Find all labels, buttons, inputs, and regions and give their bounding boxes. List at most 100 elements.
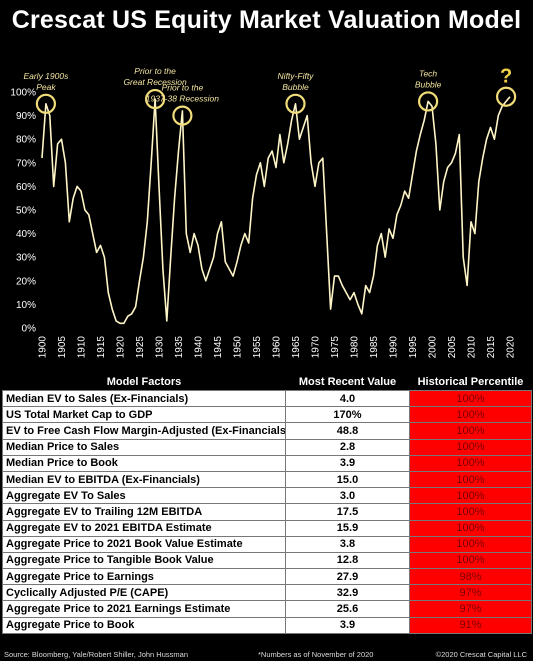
factor-cell: EV to Free Cash Flow Margin-Adjusted (Ex… (2, 422, 286, 440)
annotation-label: Bubble (282, 82, 309, 92)
x-tick-label: 2000 (428, 336, 439, 359)
percentile-cell: 91% (409, 616, 532, 634)
annotation-circle (496, 86, 517, 107)
x-tick-label: 1935 (174, 336, 185, 359)
y-tick-label: 60% (16, 182, 36, 193)
y-tick-label: 100% (10, 88, 36, 99)
header-historical-percentile: Historical Percentile (409, 374, 532, 391)
table-body: Median EV to Sales (Ex-Financials) 4.0 100… (2, 389, 532, 634)
table-row: Median EV to EBITDA (Ex-Financials) 15.0 1… (2, 470, 532, 489)
factor-cell: Aggregate EV to Trailing 12M EBITDA (2, 503, 286, 521)
x-tick-label: 1955 (252, 336, 263, 359)
percentile-cell: 100% (409, 406, 532, 424)
annotation-label: Bubble (415, 79, 442, 89)
x-axis: 1900 1905 1910 1915 1920 1925 1930 1935 1940 1945… (38, 336, 517, 359)
table-row: Median Price to Sales 2.8 100% (2, 438, 532, 456)
valuation-series-line (41, 96, 511, 325)
x-tick-label: 2020 (506, 336, 517, 359)
table-row: Aggregate Price to Book 3.9 91% (2, 616, 532, 634)
annotation-label: Peak (36, 82, 56, 92)
table-row: Median EV to Sales (Ex-Financials) 4.0 100… (2, 389, 532, 408)
model-factors-table: Model Factors Most Recent Value Historic… (2, 374, 532, 634)
factor-cell: Aggregate Price to 2021 Book Value Estim… (2, 535, 286, 553)
percentile-cell: 100% (409, 438, 532, 456)
factor-cell: Median EV to EBITDA (Ex-Financials) (2, 470, 286, 489)
x-tick-label: 1915 (96, 336, 107, 359)
percentile-cell: 100% (409, 519, 532, 537)
y-tick-label: 30% (16, 253, 36, 264)
value-cell: 15.0 (285, 470, 410, 489)
x-tick-label: 1975 (330, 336, 341, 359)
footer-copyright: ©2020 Crescat Capital LLC (435, 650, 527, 659)
value-cell: 12.8 (285, 551, 410, 570)
table-row: Median Price to Book 3.9 100% (2, 454, 532, 472)
x-tick-label: 2005 (447, 336, 458, 359)
percentile-cell: 100% (409, 470, 532, 489)
value-cell: 3.9 (285, 454, 410, 472)
annotation-circle (35, 93, 57, 114)
value-cell: 48.8 (285, 422, 410, 440)
valuation-line-chart: 0%10%20%30%40%50%60%70%80%90%100% 1900 19… (10, 66, 517, 359)
value-cell: 2.8 (285, 438, 410, 456)
value-cell: 32.9 (285, 584, 410, 602)
value-cell: 27.9 (285, 568, 410, 586)
table-row: Aggregate Price to 2021 Book Value Estim… (2, 535, 532, 553)
factor-cell: Aggregate Price to Earnings (2, 568, 286, 586)
x-tick-label: 1990 (389, 336, 400, 359)
percentile-cell: 97% (409, 600, 532, 618)
x-tick-label: 1970 (311, 336, 322, 359)
percentile-cell: 100% (409, 551, 532, 570)
annotation-circle (172, 105, 193, 126)
annotation-label: 1937-38 Recession (146, 94, 220, 104)
table-row: Aggregate Price to Earnings 27.9 98% (2, 568, 532, 586)
factor-cell: Cyclically Adjusted P/E (CAPE) (2, 584, 286, 602)
value-cell: 3.8 (285, 535, 410, 553)
x-tick-label: 1950 (233, 336, 244, 359)
annotation-label: ? (500, 66, 512, 88)
percentile-cell: 100% (409, 422, 532, 440)
factor-cell: Median EV to Sales (Ex-Financials) (2, 389, 286, 408)
x-tick-label: 1995 (408, 336, 419, 359)
x-tick-label: 1900 (38, 336, 49, 359)
factor-cell: Aggregate EV to 2021 EBITDA Estimate (2, 519, 286, 537)
factor-cell: Median Price to Sales (2, 438, 286, 456)
x-tick-label: 1985 (369, 336, 380, 359)
factor-cell: Median Price to Book (2, 454, 286, 472)
table-row: Aggregate EV to 2021 EBITDA Estimate 15.9… (2, 519, 532, 537)
table-row: Aggregate EV To Sales 3.0 100% (2, 487, 532, 505)
annotation-circle (418, 91, 439, 112)
x-tick-label: 2015 (486, 336, 497, 359)
percentile-cell: 100% (409, 389, 532, 408)
value-cell: 4.0 (285, 389, 410, 408)
value-cell: 17.5 (285, 503, 410, 521)
table-row: EV to Free Cash Flow Margin-Adjusted (Ex… (2, 422, 532, 440)
y-tick-label: 80% (16, 135, 36, 146)
table-row: Cyclically Adjusted P/E (CAPE) 32.9 97% (2, 584, 532, 602)
annotation-circle (145, 88, 166, 110)
x-tick-label: 1925 (135, 336, 146, 359)
footer-note: *Numbers as of November of 2020 (258, 650, 374, 659)
value-cell: 170% (285, 406, 410, 424)
annotation-label: Prior to the (162, 83, 204, 93)
table-row: US Total Market Cap to GDP 170% 100% (2, 406, 532, 424)
annotation-label: Prior to the (134, 66, 176, 76)
y-tick-label: 40% (16, 229, 36, 240)
factor-cell: Aggregate Price to 2021 Earnings Estimat… (2, 600, 286, 618)
annotation-label: Tech (419, 68, 437, 78)
footer: Source: Bloomberg, Yale/Robert Shiller, … (0, 648, 533, 661)
y-tick-label: 70% (16, 158, 36, 169)
y-tick-label: 10% (16, 300, 36, 311)
x-tick-label: 1920 (116, 336, 127, 359)
table-row: Aggregate Price to 2021 Earnings Estimat… (2, 600, 532, 618)
y-tick-label: 0% (22, 324, 37, 335)
x-tick-label: 2010 (467, 336, 478, 359)
percentile-cell: 100% (409, 454, 532, 472)
percentile-cell: 100% (409, 487, 532, 505)
percentile-cell: 98% (409, 568, 532, 586)
x-tick-label: 1940 (194, 336, 205, 359)
header-model-factors: Model Factors (2, 374, 286, 391)
value-cell: 3.0 (285, 487, 410, 505)
page-title: Crescat US Equity Market Valuation Model (11, 6, 522, 34)
y-tick-label: 20% (16, 276, 36, 287)
percentile-cell: 100% (409, 535, 532, 553)
